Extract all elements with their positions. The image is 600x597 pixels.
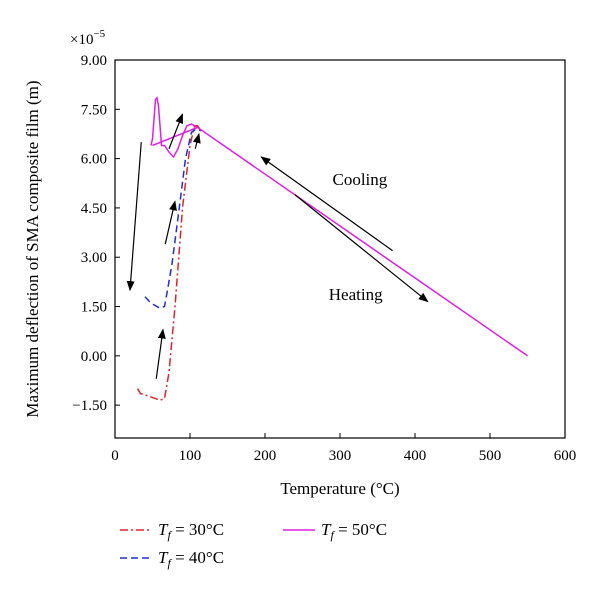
y-tick-label: 4.50 [81,201,107,217]
series-line-2 [144,128,202,310]
direction-arrow [126,142,142,292]
direction-arrow [294,194,429,303]
y-tick-label: 3.00 [81,250,107,266]
axis-ticks: 0 100 200 300 400 500 600 −1.50 0.00 1.50 3.00 4.50… [72,53,576,464]
y-tick-label: −1.50 [72,398,107,414]
y-axis-label: Maximum deflection of SMA composite film… [23,80,42,417]
legend-item: Tf = 50°C [283,520,387,542]
annotation-cooling: Cooling [333,170,388,189]
series-line-3 [150,96,528,357]
x-tick-label: 500 [479,448,502,464]
x-tick-label: 400 [404,448,427,464]
x-tick-label: 600 [554,448,577,464]
y-multiplier: ×10−5 [70,28,106,48]
y-tick-label: 0.00 [81,349,107,365]
x-tick-label: 0 [111,448,119,464]
y-tick-label: 7.50 [81,102,107,118]
direction-arrow [168,113,184,149]
y-tick-label: 6.00 [81,152,107,168]
series-layer [136,96,528,401]
legend-item: Tf = 30°C [120,520,224,542]
arrows-layer [126,113,429,379]
direction-arrow [192,132,201,149]
y-tick-label: 9.00 [81,53,107,69]
direction-arrow [155,328,166,379]
direction-arrow [260,156,393,252]
x-axis-label: Temperature (°C) [280,479,399,498]
legend-item: Tf = 40°C [120,548,224,570]
series-closing-segment-3 [152,126,198,147]
x-tick-label: 200 [254,448,277,464]
legend-label: Tf = 30°C [158,520,224,542]
series-line-1 [136,124,202,401]
legend: Tf = 30°C Tf = 40°C Tf = 50°C [120,520,387,570]
annotations-layer: Cooling Heating [329,170,388,304]
annotation-heating: Heating [329,285,383,304]
legend-label: Tf = 40°C [158,548,224,570]
y-tick-label: 1.50 [81,300,107,316]
plot-frame [114,59,566,439]
direction-arrow [164,200,177,245]
x-tick-label: 100 [179,448,202,464]
x-tick-label: 300 [329,448,352,464]
legend-label: Tf = 50°C [321,520,387,542]
